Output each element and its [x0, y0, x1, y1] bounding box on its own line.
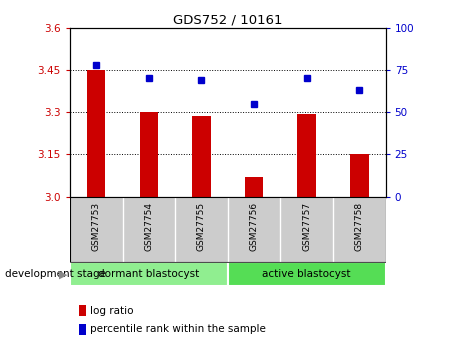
- Bar: [350, 155, 368, 197]
- Text: ▶: ▶: [59, 269, 67, 279]
- Text: dormant blastocyst: dormant blastocyst: [98, 269, 199, 279]
- Text: GSM27757: GSM27757: [302, 202, 311, 251]
- FancyBboxPatch shape: [70, 262, 228, 286]
- Text: log ratio: log ratio: [90, 306, 133, 315]
- Text: GSM27756: GSM27756: [249, 202, 258, 251]
- Bar: [192, 116, 211, 197]
- Text: GSM27755: GSM27755: [197, 202, 206, 251]
- Text: percentile rank within the sample: percentile rank within the sample: [90, 325, 266, 334]
- Text: development stage: development stage: [5, 269, 106, 279]
- Text: GSM27758: GSM27758: [355, 202, 364, 251]
- Title: GDS752 / 10161: GDS752 / 10161: [173, 13, 282, 27]
- Bar: [298, 114, 316, 197]
- Bar: [245, 177, 263, 197]
- Text: GSM27753: GSM27753: [92, 202, 101, 251]
- Text: GSM27754: GSM27754: [144, 202, 153, 251]
- Text: active blastocyst: active blastocyst: [262, 269, 351, 279]
- Bar: [140, 112, 158, 197]
- FancyBboxPatch shape: [228, 262, 386, 286]
- Bar: [87, 70, 106, 197]
